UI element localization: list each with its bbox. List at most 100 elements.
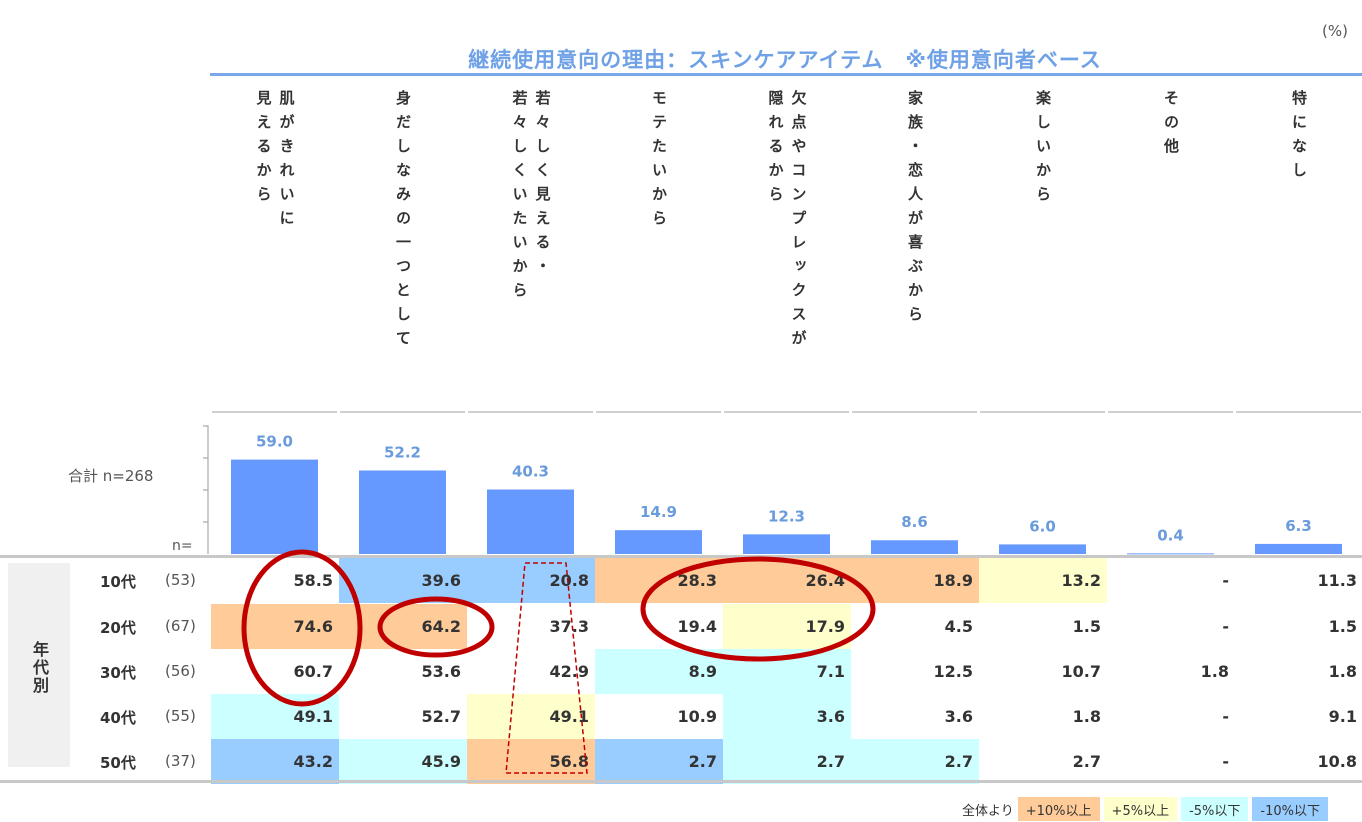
table-cell: 20.8 <box>467 558 595 603</box>
legend-item: -5%以下 <box>1181 797 1249 821</box>
table-cell: 2.7 <box>595 739 723 784</box>
bar <box>1255 543 1342 554</box>
bar <box>743 534 830 554</box>
row-label: 10代 <box>100 573 136 591</box>
table-cell: 64.2 <box>339 604 467 649</box>
group-label-box <box>8 563 70 767</box>
table-cell: 3.6 <box>944 707 973 726</box>
bar <box>231 459 318 554</box>
bar-value-label: 6.0 <box>1029 517 1056 535</box>
unit-label: (%) <box>1322 22 1348 40</box>
legend-item: +10%以上 <box>1017 797 1100 821</box>
table-cell: 2.7 <box>851 739 979 784</box>
table-cell: 10.8 <box>1317 752 1357 771</box>
table-cell: 19.4 <box>677 617 717 636</box>
row-n: (37) <box>165 752 196 770</box>
table-cell: 11.3 <box>1317 571 1357 590</box>
column-header: その他 <box>1162 90 1180 162</box>
table-cell: 52.7 <box>421 707 461 726</box>
table-cell: 4.5 <box>944 617 973 636</box>
table-cell: 1.8 <box>1072 707 1101 726</box>
bar <box>999 544 1086 554</box>
table-cell: 13.2 <box>979 558 1107 603</box>
row-n: (53) <box>165 571 196 589</box>
legend-item: -10%以下 <box>1252 797 1328 821</box>
column-header: 楽しいから <box>1034 90 1052 210</box>
table-cell: 37.3 <box>549 617 589 636</box>
table-cell: 49.1 <box>467 694 595 739</box>
legend-item: +5%以上 <box>1103 797 1178 821</box>
bar-value-label: 59.0 <box>256 433 293 451</box>
table-cell: - <box>1222 571 1229 590</box>
table-cell: 18.9 <box>851 558 979 603</box>
table-cell: 1.8 <box>1328 662 1357 681</box>
table-cell: 28.3 <box>595 558 723 603</box>
column-header: 欠点やコンプレックスが 隠れるから <box>766 90 808 354</box>
bar-value-label: 12.3 <box>768 507 805 525</box>
column-header-rule <box>340 411 465 413</box>
table-cell: - <box>1222 752 1229 771</box>
table-cell: 10.9 <box>677 707 717 726</box>
column-header-rule <box>1108 411 1233 413</box>
table-cell: 45.9 <box>339 739 467 784</box>
table-cell: 56.8 <box>467 739 595 784</box>
column-header-rule <box>1236 411 1361 413</box>
table-cell: 39.6 <box>339 558 467 603</box>
bar-value-label: 52.2 <box>384 443 421 461</box>
bar-value-label: 0.4 <box>1157 526 1184 544</box>
column-header-rule <box>596 411 721 413</box>
row-label: 30代 <box>100 664 136 682</box>
bar <box>359 470 446 554</box>
row-label: 40代 <box>100 709 136 727</box>
table-cell: 12.5 <box>933 662 973 681</box>
n-axis-label: n= <box>172 538 193 554</box>
title-rule <box>210 73 1362 76</box>
table-cell: 26.4 <box>723 558 851 603</box>
table-cell: 8.9 <box>595 649 723 694</box>
column-header-rule <box>980 411 1105 413</box>
bar-value-label: 14.9 <box>640 503 677 521</box>
column-header: モテたいから <box>650 90 668 234</box>
bar <box>615 530 702 554</box>
table-cell: 43.2 <box>211 739 339 784</box>
table-cell: 3.6 <box>723 694 851 739</box>
column-header-rule <box>468 411 593 413</box>
table-cell: 17.9 <box>723 604 851 649</box>
table-cell: 1.8 <box>1200 662 1229 681</box>
table-cell: 1.5 <box>1072 617 1101 636</box>
column-header: 家族・恋人が喜ぶから <box>906 90 924 330</box>
row-label: 50代 <box>100 754 136 772</box>
y-axis-line <box>203 425 209 554</box>
column-header-rule <box>212 411 337 413</box>
bar-value-label: 8.6 <box>901 513 928 531</box>
bar <box>487 489 574 554</box>
table-cell: - <box>1222 617 1229 636</box>
table-cell: 60.7 <box>293 662 333 681</box>
row-label: 20代 <box>100 619 136 637</box>
table-cell: 10.7 <box>1061 662 1101 681</box>
column-header: 若々しく見える・ 若々しくいたいから <box>510 90 552 306</box>
table-cell: 1.5 <box>1328 617 1357 636</box>
table-cell: 49.1 <box>211 694 339 739</box>
row-n: (55) <box>165 707 196 725</box>
table-cell: 42.9 <box>549 662 589 681</box>
column-header: 肌がきれいに 見えるから <box>254 90 296 234</box>
table-cell: 74.6 <box>211 604 339 649</box>
legend: 全体より +10%以上 +5%以上 -5%以下 -10%以下 <box>962 797 1328 821</box>
table-cell: 58.5 <box>293 571 333 590</box>
total-n-label: 合計 n=268 <box>68 467 154 485</box>
table-cell: 2.7 <box>1072 752 1101 771</box>
column-header-rule <box>724 411 849 413</box>
table-cell: - <box>1222 707 1229 726</box>
group-label: 年代別 <box>30 641 49 695</box>
column-header: 身だしなみの一つとして <box>394 90 412 354</box>
bar-value-label: 40.3 <box>512 463 549 481</box>
legend-prefix: 全体より <box>962 803 1014 819</box>
bar-value-label: 6.3 <box>1285 517 1312 535</box>
bar <box>871 540 958 554</box>
column-header: 特になし <box>1290 90 1308 186</box>
table-cell: 7.1 <box>723 649 851 694</box>
table-cell: 2.7 <box>723 739 851 784</box>
row-n: (56) <box>165 662 196 680</box>
